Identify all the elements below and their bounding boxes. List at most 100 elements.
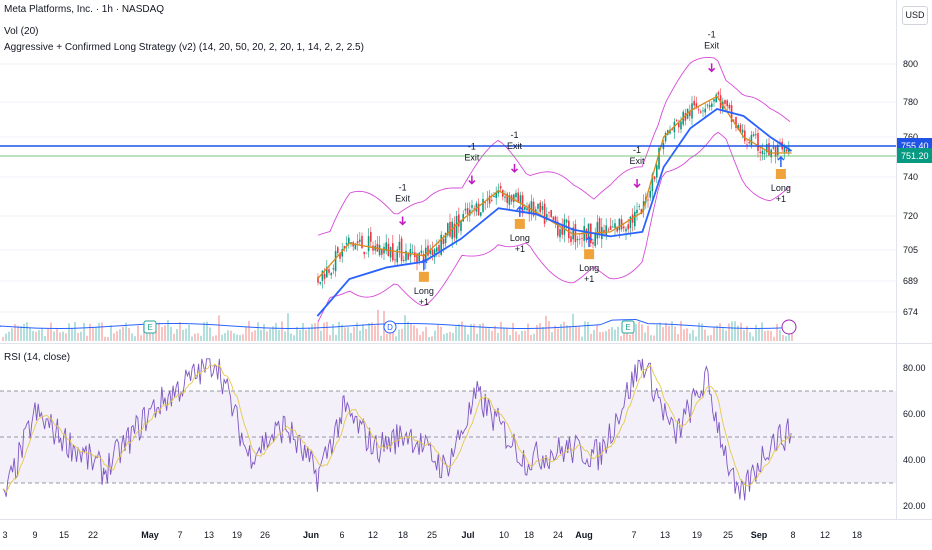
candle-body	[744, 130, 746, 142]
candle-body	[587, 223, 590, 238]
volume-bar	[116, 331, 118, 341]
volume-bar	[74, 321, 76, 341]
candle-body	[574, 224, 577, 243]
earnings-badge	[621, 320, 635, 334]
candle-body	[392, 243, 394, 261]
volume-bar	[230, 330, 232, 341]
volume-bar	[62, 331, 64, 341]
volume-bar	[128, 327, 130, 341]
volume-bar	[713, 326, 715, 341]
time-tick-label: 19	[692, 530, 702, 540]
volume-bar	[284, 331, 286, 341]
volume-bar	[647, 325, 649, 341]
volume-bar	[722, 328, 724, 341]
exit-arrow-icon	[510, 163, 519, 173]
candle-body	[365, 252, 368, 254]
symbol-title[interactable]: Meta Platforms, Inc. · 1h · NASDAQ	[4, 4, 165, 15]
time-tick-label: 12	[820, 530, 830, 540]
volume-bar	[458, 323, 460, 341]
time-tick-label: May	[141, 530, 159, 540]
volume-bar	[482, 323, 484, 341]
volume-bar	[776, 324, 778, 341]
volume-bar	[293, 335, 295, 341]
candle-body	[411, 251, 414, 253]
volume-bar	[431, 336, 433, 341]
volume-bar	[581, 336, 583, 341]
long-signal-label: Long	[771, 183, 791, 193]
volume-bar	[542, 327, 544, 341]
long-signal-marker	[775, 169, 786, 179]
rsi-indicator-label[interactable]: RSI (14, close)	[4, 352, 71, 363]
volume-bar	[755, 324, 757, 341]
volume-bar	[563, 321, 565, 341]
exit-signal-label: Exit	[507, 141, 523, 151]
candle-body	[398, 241, 401, 251]
volume-bar	[515, 331, 517, 341]
candle-body	[526, 208, 528, 211]
volume-bar	[335, 334, 337, 341]
candle-body	[519, 195, 522, 204]
volume-bar	[737, 325, 739, 341]
price-tick-label: 705	[903, 245, 918, 255]
candle-body	[653, 176, 656, 180]
candle-body	[321, 270, 324, 281]
candle-body	[565, 219, 568, 223]
long-signal-label: +1	[419, 297, 429, 307]
volume-bar	[317, 322, 319, 341]
candle-body	[493, 195, 495, 198]
price-tick-label: 689	[903, 276, 918, 286]
candle-body	[359, 239, 361, 242]
volume-bar	[470, 323, 472, 341]
time-tick-label: 13	[660, 530, 670, 540]
volume-bar	[464, 325, 466, 341]
volume-bar	[662, 327, 664, 341]
volume-bar	[560, 324, 562, 341]
volume-bar	[392, 329, 394, 341]
volume-bar	[452, 332, 454, 341]
candle-body	[759, 151, 761, 153]
volume-bar	[440, 326, 442, 341]
time-tick-label: 18	[398, 530, 408, 540]
candle-body	[557, 221, 559, 236]
long-signal-marker	[514, 218, 525, 229]
volume-bar	[572, 313, 574, 341]
volume-bar	[53, 331, 55, 341]
candle-body	[741, 129, 744, 133]
volume-bar	[449, 331, 451, 341]
volume-bar	[749, 332, 751, 341]
volume-bar	[527, 323, 529, 341]
volume-bar	[617, 326, 619, 341]
volume-bar	[104, 336, 106, 341]
candle-body	[543, 203, 546, 224]
volume-bar	[350, 332, 352, 341]
long-signal-marker	[418, 271, 429, 282]
time-tick-label: 19	[232, 530, 242, 540]
volume-indicator-label[interactable]: Vol (20)	[4, 26, 39, 37]
volume-bar	[791, 328, 793, 341]
volume-bar	[767, 330, 769, 341]
volume-bar	[533, 333, 535, 341]
strategy-indicator-label[interactable]: Aggressive + Confirmed Long Strategy (v2…	[4, 42, 364, 53]
candle-body	[763, 153, 766, 155]
currency-button[interactable]: USD	[902, 6, 928, 25]
volume-bar	[629, 334, 631, 341]
volume-bar	[38, 330, 40, 341]
candle-body	[684, 112, 687, 121]
volume-bar	[32, 331, 34, 341]
volume-bar	[344, 327, 346, 341]
volume-bar	[227, 330, 229, 341]
time-tick-label: 7	[631, 530, 636, 540]
volume-bar	[641, 324, 643, 341]
volume-bar	[59, 332, 61, 341]
volume-bar	[665, 322, 667, 341]
volume-bar	[212, 336, 214, 341]
volume-bar	[620, 336, 622, 341]
volume-bar	[419, 335, 421, 341]
volume-bar	[92, 326, 94, 341]
price-tick-label: 740	[903, 172, 918, 182]
time-tick-label: 15	[59, 530, 69, 540]
candle-body	[370, 232, 372, 242]
volume-bar	[734, 321, 736, 341]
candle-body	[750, 135, 753, 146]
